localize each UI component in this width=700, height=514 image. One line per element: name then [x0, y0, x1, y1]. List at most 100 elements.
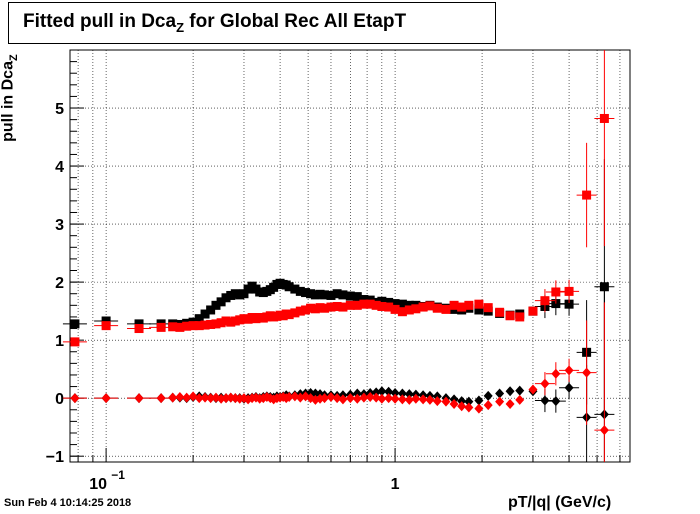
data-point-diamond — [326, 392, 336, 403]
data-point-square — [390, 304, 400, 314]
data-point-square — [495, 307, 505, 317]
data-point-diamond — [345, 393, 355, 404]
data-point-diamond — [284, 392, 294, 403]
data-point-diamond — [474, 403, 484, 414]
data-point-square — [441, 304, 451, 314]
data-point-square — [226, 317, 236, 327]
data-point-diamond — [332, 393, 342, 404]
title-subscript: Z — [176, 19, 185, 35]
data-point-square — [206, 305, 216, 315]
y-tick-label: −1 — [46, 449, 64, 466]
x-tick-exponent: −1 — [111, 468, 125, 482]
data-point-square — [390, 299, 400, 309]
data-point-diamond — [564, 365, 574, 376]
data-point-square — [345, 300, 355, 310]
data-point-square — [404, 305, 414, 315]
data-point-square — [345, 291, 355, 301]
data-point-diamond — [365, 392, 375, 403]
data-point-square — [359, 299, 369, 309]
data-point-diamond — [582, 367, 592, 378]
data-point-diamond — [457, 396, 467, 407]
data-point-square — [295, 306, 305, 316]
y-axis-label-text: pull in Dca — [0, 61, 17, 142]
data-point-square — [211, 319, 221, 329]
data-point-square — [599, 113, 609, 123]
data-point-square — [175, 322, 185, 332]
data-point-square — [483, 303, 493, 313]
y-tick-label: 2 — [55, 275, 64, 292]
data-point-square — [320, 303, 330, 313]
data-point-diamond — [418, 394, 428, 405]
data-point-diamond — [200, 392, 210, 403]
data-point-square — [310, 290, 320, 300]
data-point-diamond — [483, 390, 493, 401]
x-tick-label: 10 — [89, 476, 107, 493]
data-point-square — [182, 321, 192, 331]
data-point-diamond — [338, 394, 348, 405]
data-point-square — [338, 290, 348, 300]
data-point-diamond — [206, 393, 216, 404]
data-point-diamond — [359, 392, 369, 403]
data-point-square — [377, 301, 387, 311]
data-point-diamond — [483, 400, 493, 411]
data-point-diamond — [495, 388, 505, 399]
data-point-square — [377, 296, 387, 306]
data-point-square — [326, 290, 336, 300]
data-point-diamond — [188, 391, 198, 402]
data-point-diamond — [464, 396, 474, 407]
data-point-diamond — [564, 382, 574, 393]
data-point-square — [320, 290, 330, 300]
data-point-square — [301, 288, 311, 298]
data-point-square — [418, 302, 428, 312]
y-tick-label: 1 — [55, 333, 64, 350]
data-point-square — [425, 301, 435, 311]
data-point-diamond — [404, 389, 414, 400]
data-point-square — [194, 314, 204, 324]
data-point-diamond — [397, 394, 407, 405]
data-point-square — [301, 305, 311, 315]
y-axis-label-sub: Z — [7, 54, 20, 62]
data-point-square — [384, 302, 394, 312]
data-point-square — [352, 300, 362, 310]
data-point-diamond — [464, 402, 474, 413]
data-point-square — [326, 302, 336, 312]
data-point-diamond — [384, 386, 394, 397]
data-point-square — [332, 301, 342, 311]
data-point-square — [564, 286, 574, 296]
data-point-diamond — [449, 398, 459, 409]
data-point-diamond — [404, 394, 414, 405]
data-point-square — [332, 289, 342, 299]
data-point-diamond — [397, 388, 407, 399]
data-point-diamond — [505, 386, 515, 397]
x-tick-label: 1 — [391, 476, 400, 493]
data-point-diamond — [168, 392, 178, 403]
data-point-square — [540, 296, 550, 306]
data-point-square — [290, 308, 300, 318]
data-point-square — [188, 321, 198, 331]
data-point-square — [239, 289, 249, 299]
data-point-square — [384, 297, 394, 307]
data-point-diamond — [505, 398, 515, 409]
data-point-square — [206, 319, 216, 329]
data-point-square — [582, 190, 592, 200]
data-point-square — [352, 292, 362, 302]
data-point-diamond — [540, 395, 550, 406]
data-point-diamond — [515, 394, 525, 405]
data-point-diamond — [432, 396, 442, 407]
data-point-square — [551, 287, 561, 297]
data-point-square — [371, 300, 381, 310]
data-point-square — [365, 299, 375, 309]
data-point-diamond — [528, 384, 538, 395]
data-point-square — [284, 310, 294, 320]
data-point-square — [515, 312, 525, 322]
data-point-square — [216, 318, 226, 328]
title-text: Fitted pull in Dca — [23, 11, 177, 32]
x-axis-label: pT/|q| (GeV/c) — [508, 494, 612, 511]
data-point-square — [284, 282, 294, 292]
data-point-square — [200, 320, 210, 330]
data-point-square — [464, 300, 474, 310]
data-point-diamond — [495, 396, 505, 407]
data-point-square — [397, 299, 407, 309]
plot-title: Fitted pull in DcaZ for Global Rec All E… — [8, 2, 496, 44]
y-tick-label: 3 — [55, 217, 64, 234]
